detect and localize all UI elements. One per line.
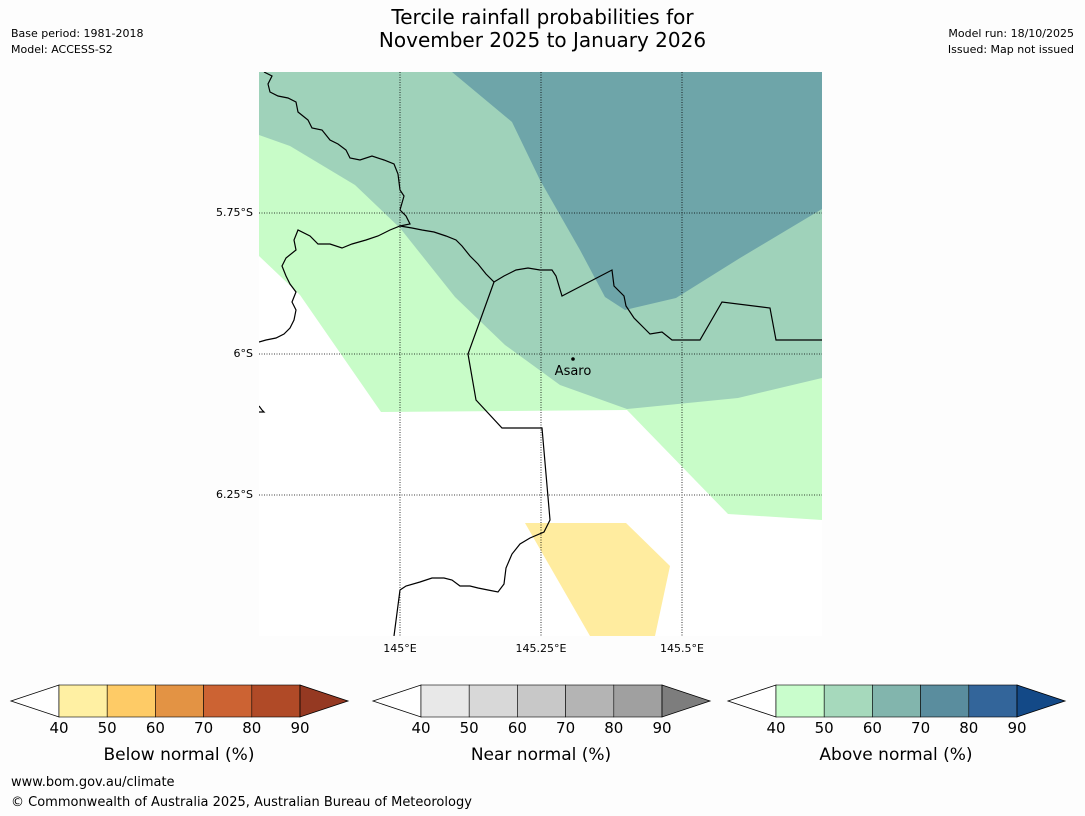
- colorbar-extend-high: [1016, 684, 1067, 718]
- lon-label-145-5: 145.5°E: [660, 642, 704, 655]
- colorbar-segment: [106, 684, 156, 718]
- district-border-south: [393, 281, 551, 636]
- colorbar-tick-label: 70: [556, 719, 576, 737]
- colorbar-segment: [872, 684, 921, 718]
- below-normal-40-region: [525, 523, 670, 636]
- province-border: [259, 72, 411, 343]
- coast-fragment: [259, 405, 266, 413]
- colorbar-extend-high: [299, 684, 350, 718]
- colorbar-tick-label: 60: [145, 719, 165, 737]
- colorbar-segment: [420, 684, 470, 718]
- title-line-2: November 2025 to January 2026: [378, 28, 707, 52]
- colorbar-segment: [155, 684, 204, 718]
- colorbar-segment: [58, 684, 108, 718]
- place-label-asaro: Asaro: [554, 364, 592, 379]
- colorbar-tick-label: 60: [862, 719, 882, 737]
- colorbar-segment: [613, 684, 663, 718]
- colorbar-tick-label: 80: [242, 719, 262, 737]
- colorbar-tick-label: 50: [459, 719, 479, 737]
- colorbar-tick-label: 90: [1007, 719, 1027, 737]
- lat-label-6-25: 6.25°S: [216, 488, 253, 501]
- colorbar-label-above: Above normal (%): [819, 745, 973, 765]
- colorbar-tick-label: 50: [97, 719, 117, 737]
- colorbar-label-near: Near normal (%): [470, 745, 612, 765]
- colorbar-tick-label: 70: [911, 719, 931, 737]
- colorbar-tick-label: 50: [814, 719, 834, 737]
- colorbar-tick-label: 60: [507, 719, 527, 737]
- footer-copyright: © Commonwealth of Australia 2025, Austra…: [11, 795, 472, 810]
- issued-status: Issued: Map not issued: [947, 43, 1074, 56]
- colorbar-near-normal: [371, 684, 712, 718]
- colorbar-tick-label: 90: [290, 719, 310, 737]
- lat-label-5-75: 5.75°S: [216, 206, 253, 219]
- map-title: Tercile rainfall probabilities for Novem…: [0, 6, 1085, 52]
- district-border: [399, 225, 822, 341]
- lat-label-6: 6°S: [233, 347, 253, 360]
- header-left: Base period: 1981-2018 Model: ACCESS-S2: [11, 26, 143, 58]
- base-period: Base period: 1981-2018: [11, 27, 144, 40]
- colorbar-extend-low: [9, 684, 60, 718]
- colorbar-segment: [203, 684, 253, 718]
- colorbar-tick-label: 80: [604, 719, 624, 737]
- colorbar-segment: [823, 684, 873, 718]
- colorbar-extend-low: [371, 684, 422, 718]
- colorbar-tick-label: 40: [49, 719, 69, 737]
- colorbar-tick-label: 40: [411, 719, 431, 737]
- graticule: [259, 72, 822, 636]
- colorbar-below-normal: [9, 684, 350, 718]
- title-line-1: Tercile rainfall probabilities for: [391, 5, 694, 29]
- above-normal-60-region: [452, 72, 822, 310]
- colorbar-label-below: Below normal (%): [103, 745, 255, 765]
- model-name: Model: ACCESS-S2: [11, 43, 113, 56]
- asaro-marker: [571, 357, 575, 361]
- colorbar-segment: [251, 684, 301, 718]
- colorbar-tick-label: 90: [652, 719, 672, 737]
- footer-url: www.bom.gov.au/climate: [11, 775, 175, 790]
- colorbar-segment: [775, 684, 825, 718]
- colorbar-above-normal: [726, 684, 1067, 718]
- colorbar-segment: [517, 684, 566, 718]
- colorbar-tick-label: 70: [194, 719, 214, 737]
- lon-label-145-25: 145.25°E: [515, 642, 567, 655]
- lon-label-145: 145°E: [383, 642, 417, 655]
- colorbar-segment: [565, 684, 615, 718]
- colorbar-extend-high: [661, 684, 712, 718]
- header-right: Model run: 18/10/2025 Issued: Map not is…: [948, 26, 1074, 58]
- colorbar-tick-label: 80: [959, 719, 979, 737]
- colorbar-tick-label: 40: [766, 719, 786, 737]
- colorbar-extend-low: [726, 684, 777, 718]
- colorbar-segment: [968, 684, 1018, 718]
- colorbar-segment: [920, 684, 970, 718]
- colorbars: [9, 684, 1067, 718]
- colorbar-segment: [468, 684, 518, 718]
- model-run: Model run: 18/10/2025: [948, 27, 1074, 40]
